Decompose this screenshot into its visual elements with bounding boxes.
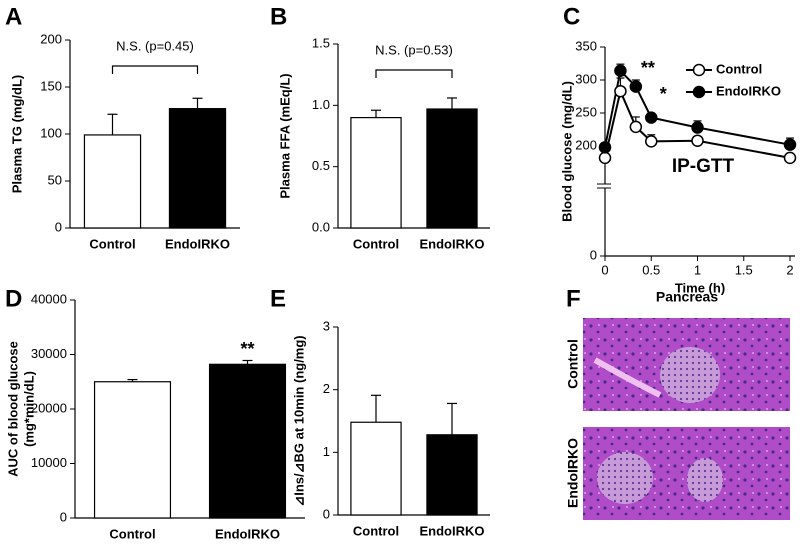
x-axis-label: Time (h) — [675, 280, 725, 295]
y-tick-label: 10000 — [31, 455, 67, 470]
point — [629, 80, 643, 93]
point — [691, 121, 704, 134]
y-tick-label: 0 — [323, 506, 330, 521]
annotation: * — [660, 84, 667, 104]
y-axis-label: ⊿Ins/⊿BG at 10min (ng/mg) — [291, 335, 306, 506]
y-tick-label: 0.0 — [312, 219, 330, 234]
series-line — [604, 88, 791, 159]
y-tick-label: 200 — [575, 137, 597, 152]
y-tick-label: 0.5 — [312, 158, 330, 173]
point — [691, 134, 704, 147]
y-axis-label: Plasma TG (mg/dL) — [9, 75, 24, 193]
x-tick-label: EndoIRKO — [420, 236, 485, 251]
legend-label: Control — [716, 61, 762, 76]
y-tick-label: 200 — [40, 31, 62, 46]
panel-label: D — [5, 285, 22, 312]
legend-label: EndoIRKO — [716, 83, 781, 98]
annotation: ** — [240, 339, 254, 359]
panel-label: F — [566, 285, 581, 312]
annotation: ** — [641, 58, 655, 78]
x-tick-label: EndoIRKO — [420, 523, 485, 538]
x-tick-label: EndoIRKO — [215, 526, 280, 541]
annotation: N.S. (p=0.53) — [375, 42, 453, 57]
bar — [350, 421, 402, 516]
bar — [426, 434, 478, 516]
x-tick-label: Control — [89, 236, 135, 251]
y-axis-label: (mg*min/dL) — [21, 371, 36, 447]
axis-break — [597, 184, 611, 188]
point — [614, 64, 627, 78]
y-tick-label: 0 — [60, 509, 67, 524]
y-tick-label: 1 — [323, 444, 330, 459]
inset-text: IP-GTT — [672, 156, 735, 177]
point — [614, 84, 627, 98]
point — [598, 151, 612, 165]
x-tick-label: 0.5 — [642, 262, 660, 277]
y-tick-label: 1.5 — [312, 35, 330, 50]
y-tick-label: 0 — [55, 219, 62, 234]
annotation: N.S. (p=0.45) — [116, 38, 194, 53]
x-tick-label: Control — [109, 526, 155, 541]
y-tick-label: 50 — [48, 172, 62, 187]
panel-label: A — [5, 3, 22, 30]
y-axis-label: AUC of blood glucose — [5, 341, 20, 477]
point — [629, 120, 643, 134]
x-tick-label: 2 — [786, 262, 793, 277]
series-line — [604, 68, 791, 148]
point — [645, 135, 658, 148]
x-tick-label: Control — [353, 523, 399, 538]
vessel — [593, 357, 662, 398]
y-tick-label: 30000 — [31, 346, 67, 361]
panel-label: C — [563, 3, 580, 30]
y-tick-label: 0 — [590, 247, 597, 262]
y-axis-label: Blood glucose (mg/dL) — [559, 81, 574, 222]
row-label: Control — [565, 339, 581, 389]
x-tick-label: EndoIRKO — [165, 236, 230, 251]
y-tick-label: 1.0 — [312, 97, 330, 112]
legend-marker — [692, 85, 706, 99]
bar — [426, 108, 478, 229]
row-label: EndoIRKO — [565, 438, 581, 508]
y-tick-label: 3 — [323, 318, 330, 333]
islet — [660, 347, 720, 403]
point — [598, 141, 612, 154]
bar — [83, 134, 142, 229]
bar — [208, 363, 287, 519]
y-tick-label: 20000 — [31, 400, 67, 415]
islet — [597, 452, 653, 504]
image-title: Pancreas — [656, 289, 718, 305]
y-tick-label: 100 — [40, 125, 62, 140]
y-tick-label: 350 — [575, 38, 597, 53]
bracket — [111, 65, 199, 74]
islet — [687, 458, 723, 502]
bracket — [375, 69, 453, 78]
image-panel: F Pancreas Control EndoIRKO — [565, 285, 790, 520]
x-tick-label: Control — [353, 236, 399, 251]
bar — [93, 381, 172, 519]
point — [783, 151, 797, 165]
y-tick-label: 250 — [575, 104, 597, 119]
x-tick-label: 1.5 — [735, 262, 753, 277]
y-tick-label: 150 — [40, 78, 62, 93]
y-tick-label: 2 — [323, 381, 330, 396]
x-tick-label: 0 — [601, 262, 608, 277]
bar — [350, 116, 402, 229]
panel-label: E — [270, 285, 286, 312]
panel-label: B — [270, 3, 287, 30]
point — [645, 111, 658, 124]
y-tick-label: 300 — [575, 71, 597, 86]
bar — [168, 108, 227, 229]
point — [783, 138, 797, 151]
y-axis-label: Plasma FFA (mEq/L) — [277, 73, 292, 198]
legend-marker — [692, 63, 706, 77]
x-tick-label: 1 — [694, 262, 701, 277]
y-tick-label: 40000 — [31, 291, 67, 306]
